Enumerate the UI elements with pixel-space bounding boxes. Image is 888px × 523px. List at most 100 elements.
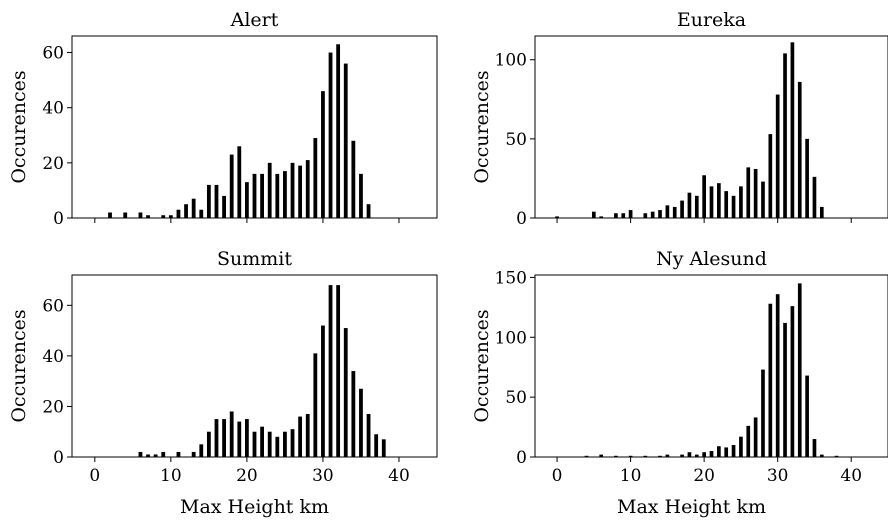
bar — [313, 138, 318, 218]
bar — [184, 204, 188, 218]
bar — [191, 198, 196, 218]
bar — [834, 455, 839, 457]
x-tick-label: 0 — [89, 466, 100, 486]
chart-title: Ny Alesund — [656, 248, 767, 270]
bar — [290, 429, 295, 457]
bar — [381, 439, 386, 457]
plot-frame — [71, 35, 438, 219]
chart-title: Summit — [217, 248, 292, 270]
x-tick-label: 10 — [160, 466, 182, 486]
bar — [244, 419, 249, 457]
bar — [214, 419, 219, 457]
bar — [584, 455, 589, 457]
bar — [176, 209, 181, 218]
bar — [658, 210, 662, 218]
chart-panel: 0 50 100 Eureka Occurences — [471, 9, 888, 229]
bar — [343, 63, 348, 218]
x-tick-label: 20 — [693, 466, 715, 486]
bar — [206, 431, 211, 457]
y-tick-label: 40 — [42, 347, 64, 367]
bar — [739, 186, 743, 218]
chart-panel: 0 20 40 60 Alert Occurences — [8, 9, 438, 229]
bar — [783, 53, 787, 218]
bar — [146, 454, 150, 457]
bar — [305, 160, 310, 218]
bar — [819, 454, 824, 457]
bar — [283, 431, 287, 457]
bar — [805, 375, 809, 457]
bar — [199, 444, 204, 457]
bar — [643, 455, 648, 457]
bar — [724, 191, 729, 218]
bar — [665, 454, 670, 457]
bar — [298, 165, 303, 218]
bar — [313, 353, 318, 457]
bar — [138, 451, 143, 457]
bar — [366, 204, 371, 218]
y-tick-label: 150 — [495, 268, 527, 288]
bar — [214, 184, 219, 218]
bar — [717, 183, 721, 218]
bar — [591, 211, 596, 218]
bar — [643, 213, 648, 218]
bar — [753, 168, 758, 218]
bar — [724, 447, 729, 457]
plot-frame — [71, 274, 438, 458]
y-axis-label: Occurences — [8, 70, 30, 183]
x-tick-label: 40 — [388, 466, 410, 486]
bar — [753, 417, 758, 457]
bar — [761, 181, 765, 218]
bar — [694, 195, 699, 218]
y-tick-label: 0 — [516, 448, 527, 468]
bar — [229, 154, 234, 218]
bar — [305, 414, 310, 457]
bar — [267, 431, 272, 457]
bar — [321, 91, 325, 218]
bar — [153, 454, 158, 457]
bar — [761, 369, 765, 457]
bar — [298, 416, 303, 457]
bar — [702, 452, 706, 457]
x-tick-label: 10 — [620, 466, 642, 486]
x-tick-label: 30 — [312, 466, 334, 486]
bar — [614, 213, 618, 218]
bar — [267, 162, 272, 218]
bar — [229, 411, 234, 457]
bar — [775, 94, 780, 218]
bar — [199, 209, 204, 218]
x-tick-label: 20 — [236, 466, 258, 486]
bar — [176, 451, 181, 457]
bar — [702, 175, 706, 218]
y-tick-label: 50 — [505, 130, 527, 150]
y-tick-label: 0 — [516, 209, 527, 229]
bar — [359, 173, 363, 218]
bar — [672, 206, 677, 218]
x-axis-label: Max Height km — [180, 496, 329, 518]
x-axis-label: Max Height km — [617, 496, 766, 518]
x-tick-label: 0 — [552, 466, 563, 486]
bar — [146, 215, 150, 218]
bar — [222, 419, 226, 457]
bar — [555, 216, 559, 218]
bar — [680, 200, 684, 218]
x-tick-label: 30 — [767, 466, 789, 486]
bar — [665, 205, 670, 218]
bar — [812, 439, 817, 457]
bar — [687, 452, 692, 457]
plot-frame — [534, 35, 888, 219]
bar — [366, 414, 371, 457]
bar — [359, 388, 363, 457]
bar — [790, 306, 795, 457]
bar — [775, 294, 780, 457]
y-tick-label: 20 — [42, 154, 64, 174]
bar — [790, 42, 795, 218]
chart-title: Eureka — [677, 9, 746, 31]
bar — [290, 162, 295, 218]
y-tick-label: 0 — [53, 209, 64, 229]
bar — [768, 134, 773, 218]
bar — [108, 212, 112, 218]
bar — [161, 451, 166, 457]
bar — [680, 454, 684, 457]
bar — [222, 195, 226, 218]
